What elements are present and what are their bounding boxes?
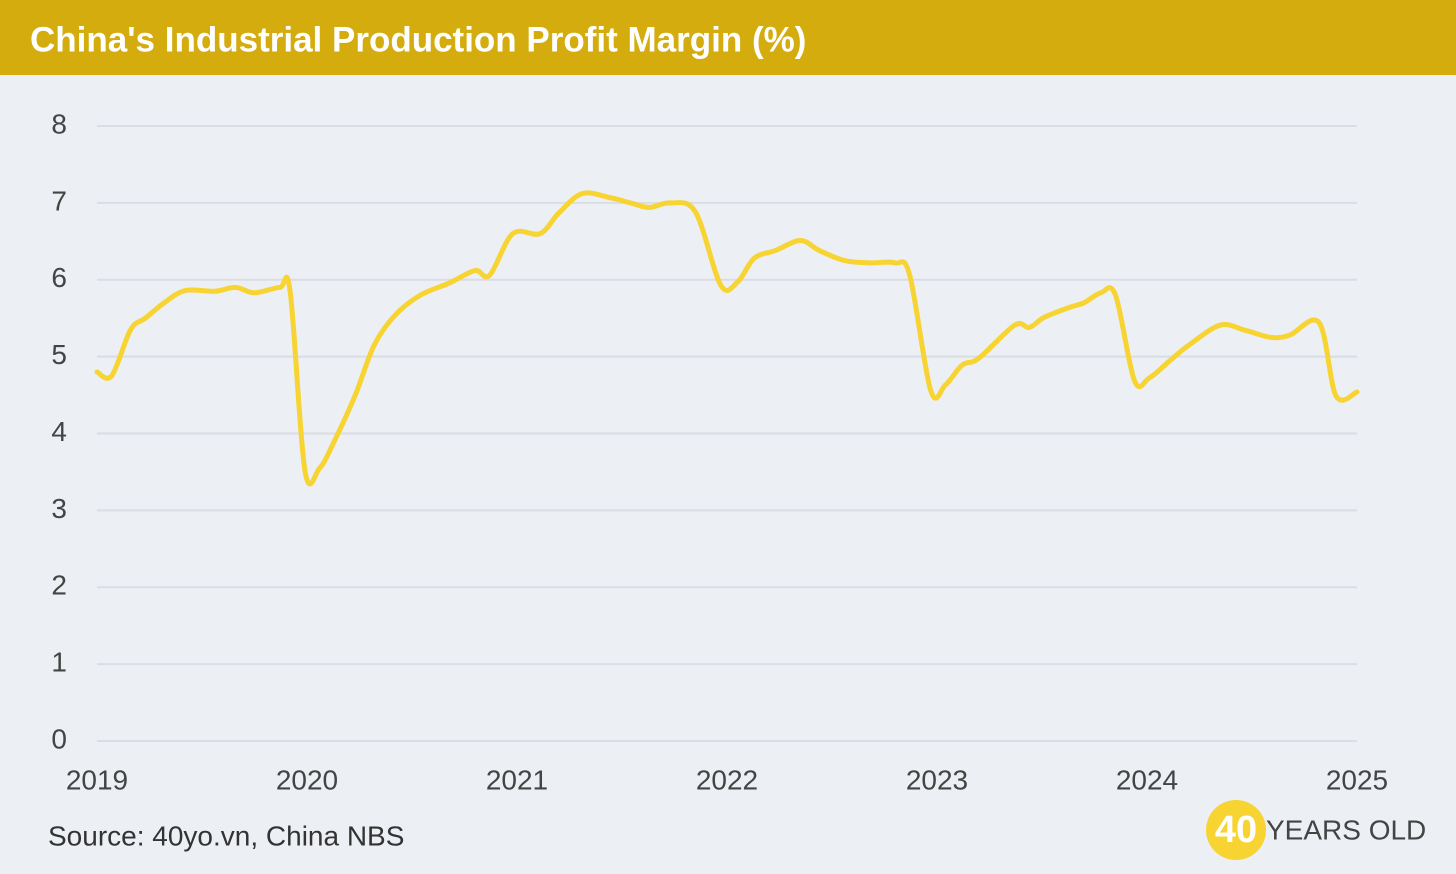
- x-tick-label: 2022: [696, 764, 758, 795]
- y-tick-label: 0: [51, 723, 67, 754]
- x-tick-label: 2024: [1116, 764, 1178, 795]
- x-tick-label: 2025: [1326, 764, 1388, 795]
- header-bar: [0, 0, 1456, 75]
- logo-circle: [1206, 800, 1266, 860]
- y-tick-label: 8: [51, 108, 67, 139]
- x-tick-label: 2019: [66, 764, 128, 795]
- chart-title: China's Industrial Production Profit Mar…: [30, 20, 806, 59]
- y-tick-label: 7: [51, 185, 67, 216]
- y-tick-label: 1: [51, 647, 67, 678]
- logo-text: YEARS OLD: [1266, 814, 1426, 845]
- logo-badge: 40: [1215, 809, 1257, 851]
- source: Source: 40yo.vn, China NBS: [48, 820, 404, 851]
- y-tick-label: 4: [51, 416, 67, 447]
- x-tick-label: 2021: [486, 764, 548, 795]
- y-tick-label: 5: [51, 339, 67, 370]
- y-tick-label: 3: [51, 493, 67, 524]
- x-tick-label: 2023: [906, 764, 968, 795]
- line: [94, 190, 1360, 487]
- y-tick-label: 2: [51, 570, 67, 601]
- y-tick-label: 6: [51, 262, 67, 293]
- x-tick-label: 2020: [276, 764, 338, 795]
